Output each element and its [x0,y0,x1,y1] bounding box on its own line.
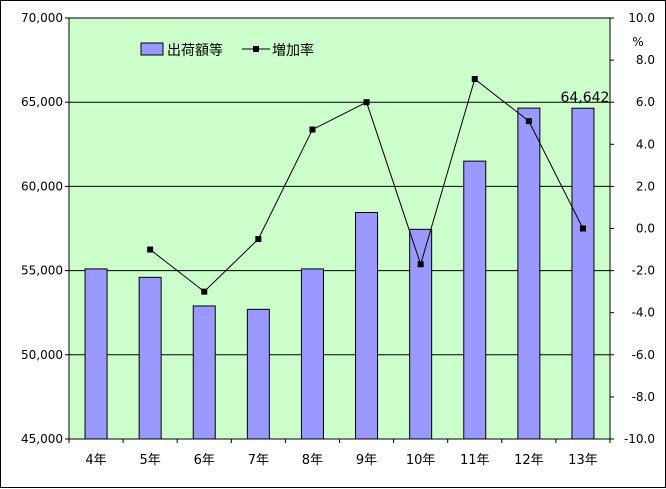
right-tick-label: -2.0 [632,264,655,278]
right-tick-label: 10.0 [628,11,655,25]
bar [246,308,270,440]
category-label: 4年 [85,453,106,468]
line-point [417,261,424,268]
left-tick-label: 50,000 [21,348,63,362]
line-point [147,246,154,253]
bar-series [84,107,595,440]
left-tick-label: 45,000 [21,432,63,446]
legend: 出荷額等 増加率 [140,42,314,59]
category-label: 6年 [194,453,215,468]
category-label: 10年 [406,453,436,468]
bar [517,107,541,440]
right-tick-label: 6.0 [636,95,655,109]
legend-line-label: 増加率 [272,42,314,59]
line-point [471,76,478,83]
line-point [579,225,586,232]
right-tick-label: 8.0 [636,53,655,67]
axes [65,17,614,443]
left-tick-label: 70,000 [21,11,63,25]
line-series [147,76,586,295]
category-label: 5年 [140,453,161,468]
right-tick-label: -6.0 [632,348,655,362]
category-label: 9年 [356,453,377,468]
left-axis-ticks: 45,000 50,000 55,000 60,000 65,000 70,000 [21,11,63,446]
bar [409,228,433,440]
category-labels: 4年 5年 6年 7年 8年 9年 10年 11年 12年 13年 [85,453,597,468]
right-tick-label: -8.0 [632,390,655,404]
right-tick-label: 4.0 [636,137,655,151]
bar [84,268,108,440]
left-tick-label: 65,000 [21,95,63,109]
right-axis-ticks: -10.0 -8.0 -6.0 -4.0 -2.0 0.0 2.0 4.0 6.0 8.0 10.0 [624,11,655,446]
category-label: 8年 [302,453,323,468]
line-point [201,288,208,295]
category-label: 12年 [514,453,544,468]
line-point [255,236,262,243]
line-point [363,99,370,106]
line-point [309,126,316,133]
legend-bar-label: 出荷額等 [167,42,223,59]
bar [463,160,487,440]
right-tick-label: -10.0 [624,432,655,446]
line-point [525,118,532,125]
data-label-last-bar: 64,642 [560,90,609,106]
category-label: 7年 [248,453,269,468]
legend-bar-swatch [140,42,164,56]
bar [192,305,216,440]
legend-line-marker [253,46,259,52]
left-tick-label: 60,000 [21,179,63,193]
bar [300,268,324,440]
left-tick-label: 55,000 [21,264,63,278]
category-label: 13年 [568,453,598,468]
category-label: 11年 [460,453,490,468]
right-tick-label: 2.0 [636,179,655,193]
right-axis-unit: % [632,35,643,49]
right-tick-label: -4.0 [632,306,655,320]
bar [138,276,162,440]
right-tick-label: 0.0 [636,222,655,236]
bar [355,212,379,440]
bar [571,107,595,440]
